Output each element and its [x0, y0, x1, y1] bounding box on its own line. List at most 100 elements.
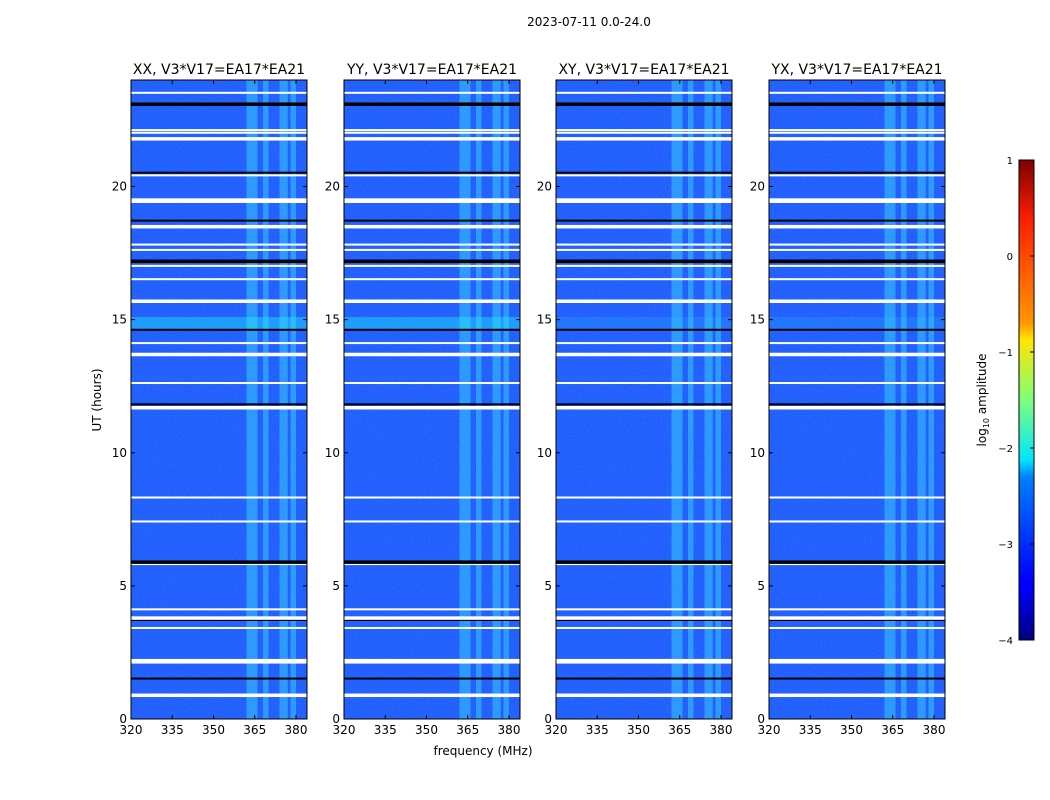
flagged-row	[556, 496, 732, 499]
flagged-row	[131, 299, 307, 303]
y-tick-label: 0	[544, 712, 552, 726]
flagged-row	[131, 137, 307, 141]
flagged-row	[344, 328, 520, 331]
flagged-row	[769, 658, 945, 663]
flagged-row	[556, 129, 732, 132]
flagged-row	[556, 693, 732, 698]
colorbar-tick-label: −4	[998, 636, 1013, 647]
flagged-row	[769, 174, 945, 177]
rfi-channel	[290, 80, 296, 719]
flagged-row	[556, 91, 732, 94]
rfi-channel	[671, 80, 683, 719]
rfi-channel	[263, 80, 269, 719]
flagged-row	[131, 658, 307, 663]
flagged-row	[556, 520, 732, 523]
flagged-row	[769, 405, 945, 410]
x-tick-label: 365	[243, 723, 266, 737]
y-tick-label: 15	[325, 313, 340, 327]
heatmap-noise	[556, 80, 732, 719]
panel-title: XX, V3*V17=EA17*EA21	[133, 62, 305, 78]
y-tick-label: 20	[537, 180, 552, 194]
flagged-row	[556, 219, 732, 222]
x-tick-label: 365	[881, 723, 904, 737]
flagged-row	[131, 198, 307, 202]
flagged-row	[344, 259, 520, 264]
flagged-row	[556, 137, 732, 141]
flagged-row	[769, 382, 945, 385]
flagged-row	[131, 608, 307, 611]
x-tick-label: 365	[456, 723, 479, 737]
colorbar-label-sub: 10	[982, 418, 991, 428]
flagged-row	[769, 342, 945, 345]
x-tick-label: 350	[840, 723, 863, 737]
flagged-row	[556, 200, 732, 203]
flagged-row	[131, 520, 307, 523]
panel-xy: XY, V3*V17=EA17*EA21 320 335 350 365 380 0 5 10 1…	[537, 62, 733, 737]
rfi-channel	[704, 80, 713, 719]
flagged-row	[344, 264, 520, 267]
flagged-row	[556, 626, 732, 629]
flagged-row	[344, 91, 520, 94]
y-tick-label: 15	[750, 313, 765, 327]
flagged-row	[769, 403, 945, 406]
heatmap-noise	[344, 80, 520, 719]
y-tick-label: 5	[757, 579, 765, 593]
colorbar-ticks: 1 0 −1 −2 −3 −4	[998, 156, 1034, 647]
flagged-row	[131, 224, 307, 229]
flagged-row	[131, 616, 307, 620]
flagged-row	[344, 243, 520, 246]
flagged-row	[344, 129, 520, 132]
flagged-row	[131, 661, 307, 664]
flagged-row	[556, 299, 732, 303]
flagged-row	[556, 174, 732, 177]
rfi-channel	[715, 80, 721, 719]
flagged-row	[131, 200, 307, 203]
x-tick-label: 335	[799, 723, 822, 737]
y-tick-label: 10	[537, 446, 552, 460]
flagged-row	[131, 219, 307, 222]
x-tick-label: 380	[710, 723, 733, 737]
panel-title: YY, V3*V17=EA17*EA21	[346, 62, 517, 78]
x-tick-label: 335	[586, 723, 609, 737]
flagged-row	[131, 264, 307, 267]
flagged-row	[131, 131, 307, 134]
flagged-row	[131, 174, 307, 177]
flagged-row	[556, 248, 732, 251]
colorbar-tick-label: 1	[1007, 156, 1013, 167]
flagged-row	[769, 563, 945, 566]
flagged-row	[556, 563, 732, 566]
flagged-row	[344, 563, 520, 566]
panel-title: YX, V3*V17=EA17*EA21	[770, 62, 942, 78]
x-tick-label: 320	[758, 723, 781, 737]
flagged-row	[131, 248, 307, 251]
y-axis-label: UT (hours)	[90, 368, 104, 431]
colorbar-gradient	[1018, 159, 1035, 641]
flagged-row	[769, 137, 945, 141]
flagged-row	[556, 403, 732, 406]
flagged-row	[131, 278, 307, 281]
flagged-row	[131, 626, 307, 629]
panel-frame	[555, 79, 733, 720]
panel-frame	[768, 79, 946, 720]
flagged-row	[769, 618, 945, 621]
panel-xx: XX, V3*V17=EA17*EA21 320 335 350 365 380 0 5 10 1…	[112, 62, 308, 737]
rfi-channel	[476, 80, 482, 719]
flagged-row	[344, 616, 520, 620]
flagged-row	[769, 693, 945, 698]
flagged-row	[556, 259, 732, 264]
flagged-row	[769, 243, 945, 246]
flagged-row	[131, 496, 307, 499]
x-tick-label: 365	[668, 723, 691, 737]
y-tick-label: 5	[332, 579, 340, 593]
x-tick-label: 320	[333, 723, 356, 737]
flagged-row	[344, 403, 520, 406]
colorbar-label-main: log	[975, 428, 989, 446]
panel-frame	[343, 79, 521, 720]
flagged-row	[344, 342, 520, 345]
flagged-row	[769, 102, 945, 106]
y-tick-label: 15	[537, 313, 552, 327]
flagged-row	[769, 626, 945, 629]
flagged-row	[344, 658, 520, 663]
flagged-row	[769, 352, 945, 357]
